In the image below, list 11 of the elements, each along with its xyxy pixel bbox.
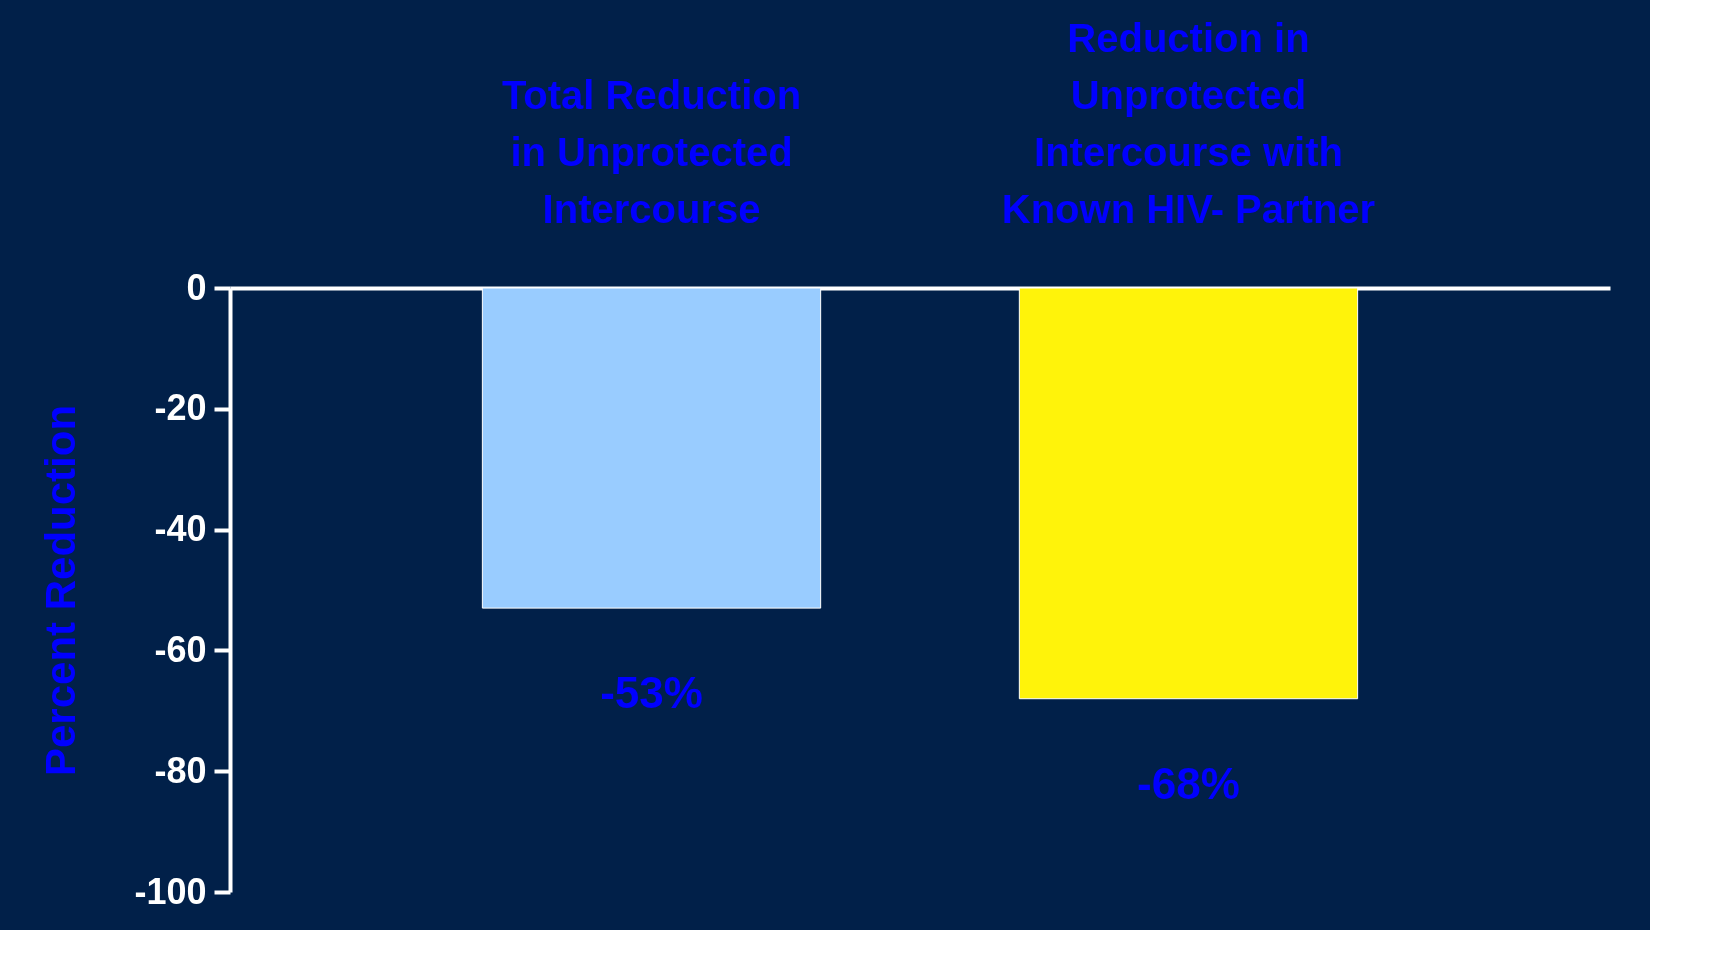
y-tick-label: -100 [134, 870, 207, 912]
y-tick-label: -40 [154, 508, 207, 550]
data-label: -53% [600, 668, 703, 718]
y-tick-label: -60 [154, 628, 207, 670]
data-label: -68% [1137, 758, 1240, 808]
x-tick-label: Reduction in Unprotected Intercourse with Known HIV- Partner [1001, 16, 1376, 231]
y-tick-label: -80 [154, 749, 207, 791]
y-tick-label: 0 [186, 266, 207, 308]
y-tick-label: -20 [154, 387, 207, 429]
y-axis-title: Percent Reduction [37, 404, 85, 777]
x-tick-label: Total Reduction in Unprotected Intercourse [501, 73, 802, 231]
